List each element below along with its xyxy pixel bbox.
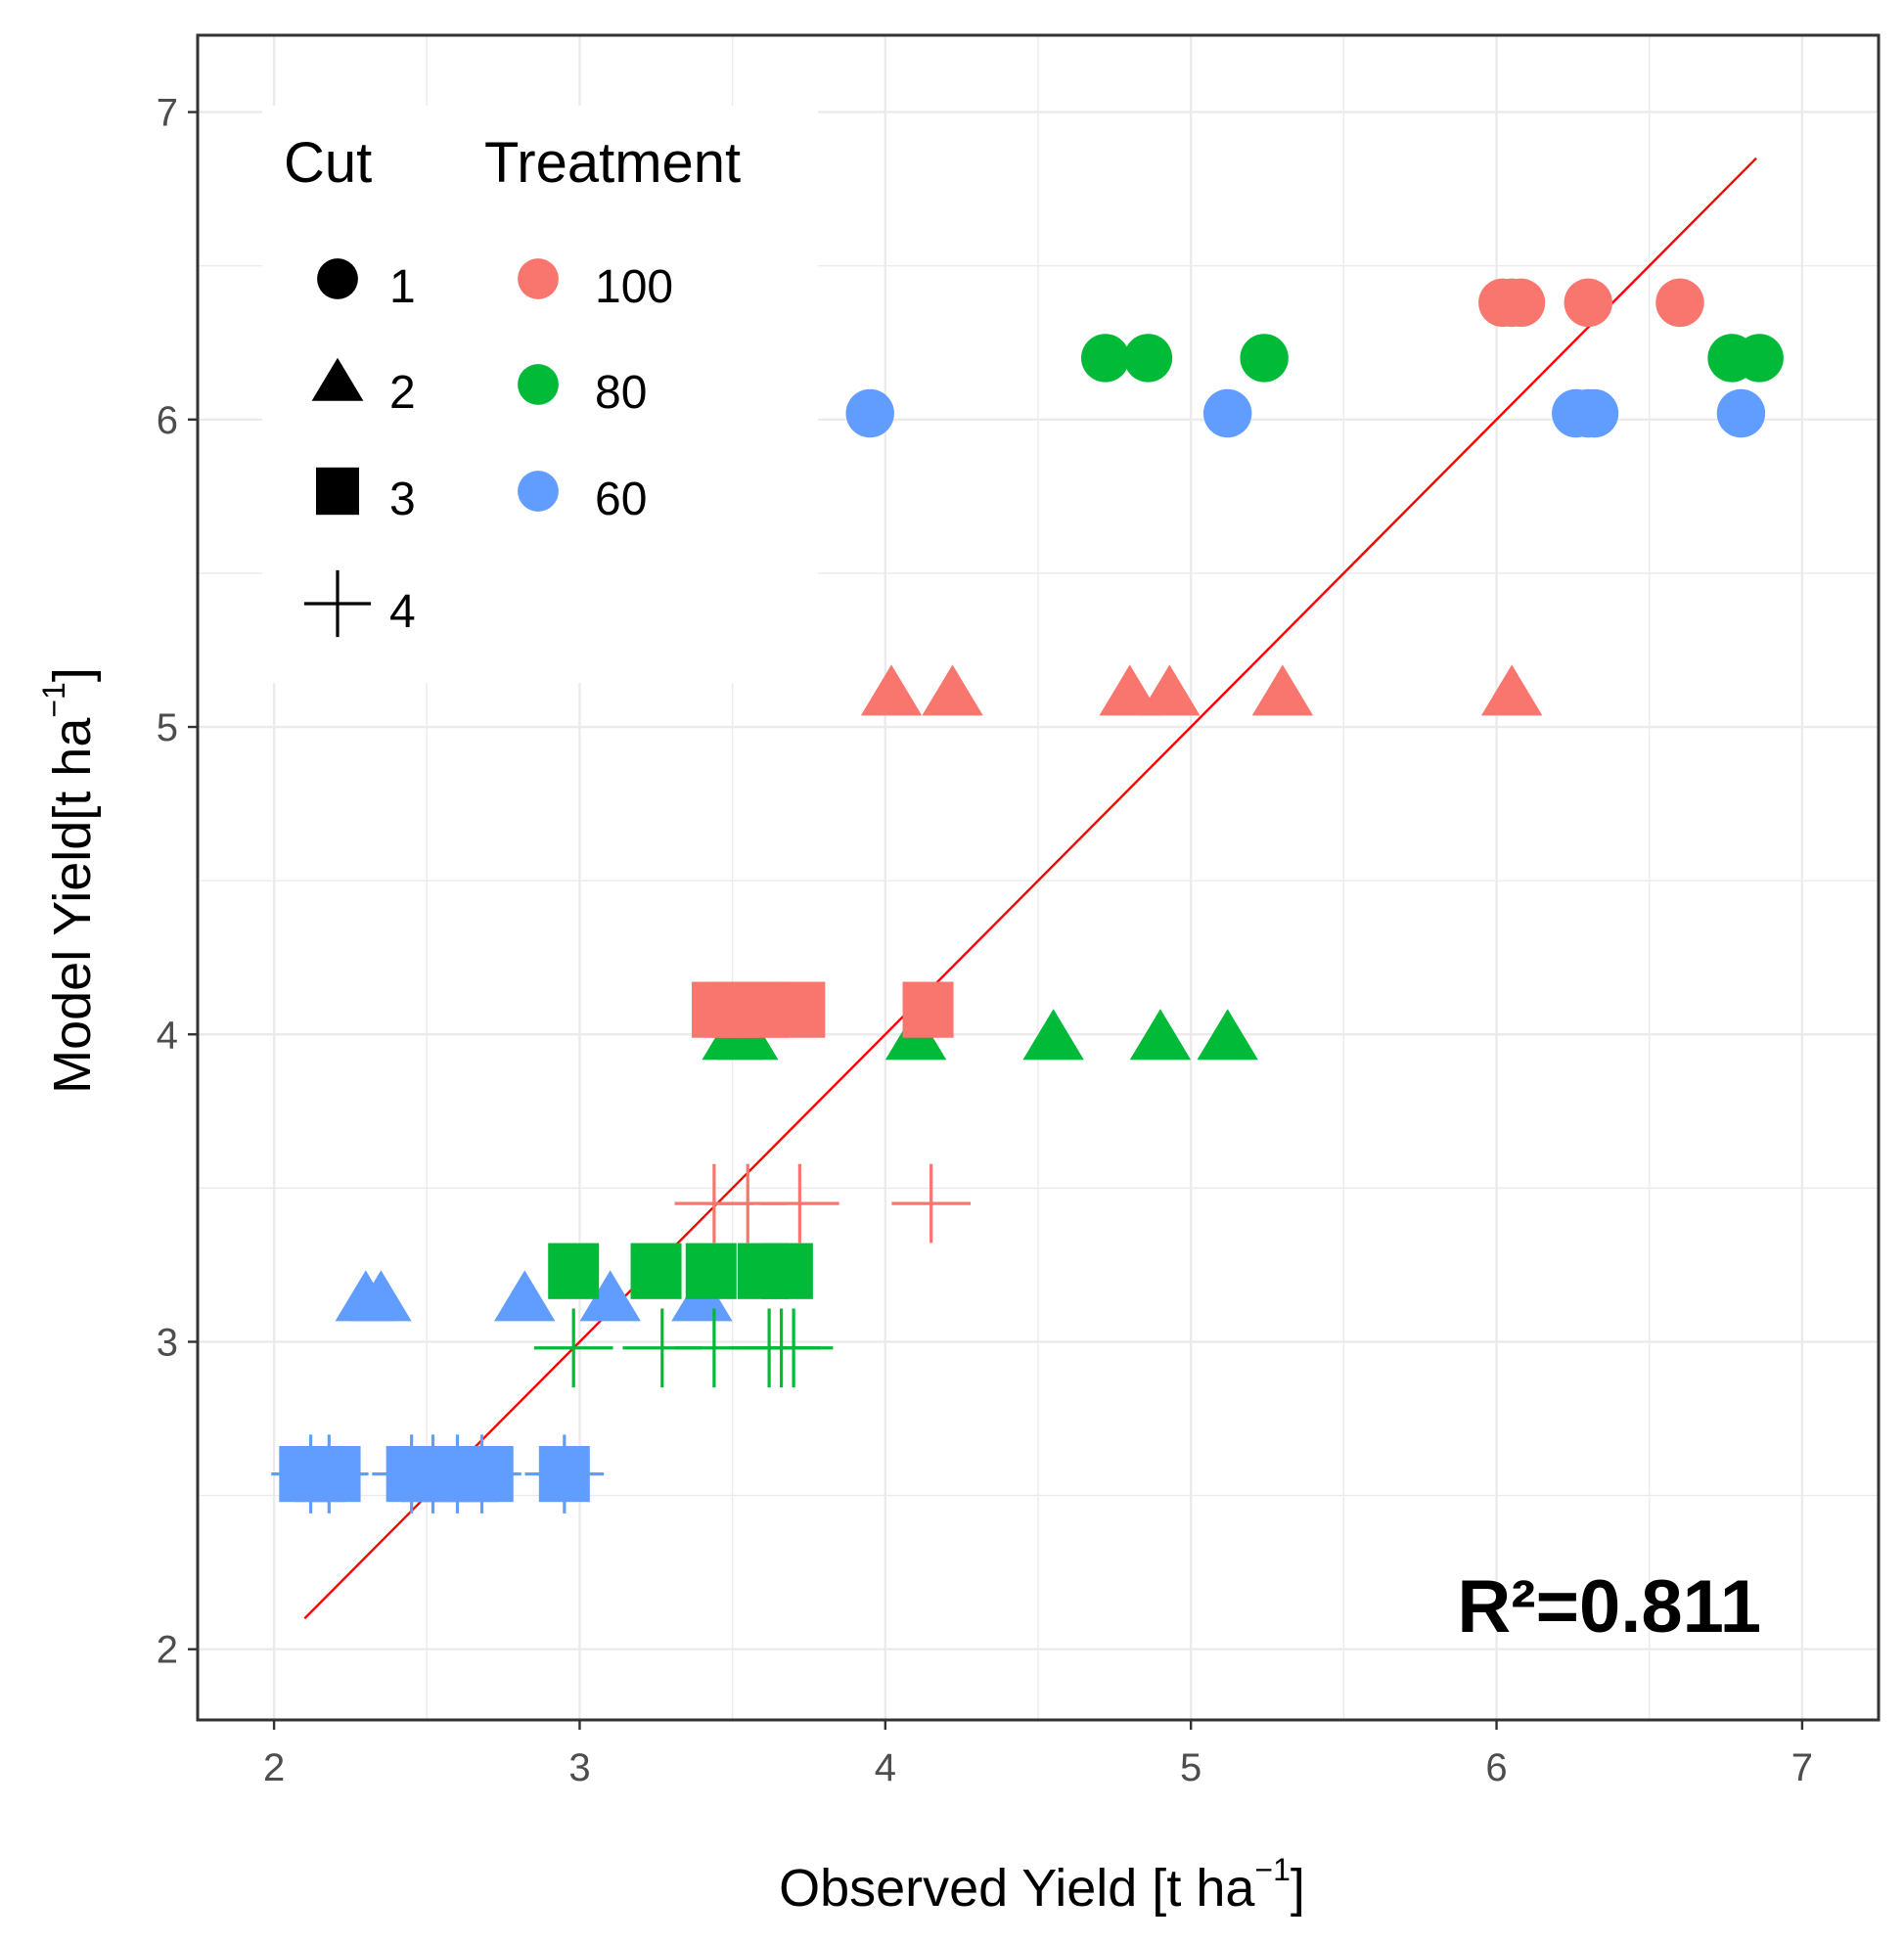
- data-point-circle-60: [1569, 388, 1619, 438]
- r-squared-annotation: R²=0.811: [1457, 1565, 1761, 1649]
- legend-key-plus: [303, 569, 372, 638]
- data-point-circle-100: [1496, 278, 1546, 328]
- legend-treatment-label: 60: [595, 474, 647, 525]
- data-point-triangle-100: [922, 664, 983, 716]
- data-point-circle-100: [1564, 278, 1612, 328]
- legend-cut-label: 3: [389, 474, 416, 525]
- legend-treatment-label: 80: [595, 367, 647, 419]
- series-cut4-treatment80: [533, 1308, 834, 1388]
- legend-key-circle: [518, 364, 559, 405]
- y-axis-title-text: Model Yield[t ha: [43, 717, 102, 1094]
- data-point-square-80: [630, 1243, 682, 1299]
- legend-cut-label: 4: [389, 586, 416, 638]
- x-axis-title-text: Observed Yield [t ha: [779, 1859, 1255, 1918]
- x-tick-label: 2: [263, 1746, 285, 1789]
- y-tick-label: 5: [157, 706, 178, 749]
- series-cut1-treatment100: [1478, 278, 1704, 328]
- legend-treatment-entry-80: 80: [518, 364, 647, 419]
- y-tick-label: 6: [157, 399, 178, 442]
- legend-key-circle: [518, 471, 559, 512]
- series-cut3-treatment80: [548, 1243, 813, 1299]
- x-tick-label: 7: [1791, 1746, 1813, 1789]
- y-axis-title: Model Yield[t ha−1]: [36, 667, 102, 1094]
- x-axis-title-superscript: −1: [1254, 1852, 1290, 1887]
- legend-cut-label: 2: [389, 367, 416, 419]
- y-tick-label: 7: [157, 92, 178, 135]
- data-point-circle-100: [1655, 278, 1704, 328]
- data-point-circle-80: [1735, 334, 1784, 383]
- data-point-triangle-80: [1129, 1009, 1192, 1061]
- fit-line-group: [303, 157, 1757, 1620]
- axes: 2 3 4 5 6 7 2 3 4 5 6 7: [157, 92, 1813, 1789]
- legend-cut-title: Cut: [284, 131, 372, 195]
- series-cut1-treatment60: [845, 388, 1766, 438]
- series-cut1-treatment80: [1081, 334, 1784, 383]
- x-tick-label: 6: [1485, 1746, 1507, 1789]
- data-points: [271, 278, 1784, 1514]
- panel-border: [196, 33, 1881, 1722]
- data-point-circle-60: [1716, 388, 1766, 438]
- x-tick-label: 5: [1180, 1746, 1201, 1789]
- data-point-triangle-60: [350, 1270, 412, 1322]
- legend-cut-entry-1: 1: [317, 258, 416, 313]
- data-point-circle-80: [1081, 334, 1130, 383]
- data-point-triangle-100: [1251, 664, 1314, 716]
- data-point-circle-80: [1123, 334, 1173, 383]
- x-tick-label: 4: [875, 1746, 896, 1789]
- x-axis-title-close: ]: [1291, 1859, 1305, 1918]
- data-point-plus-60: [524, 1434, 605, 1514]
- data-point-square-80: [685, 1243, 737, 1299]
- series-cut2-treatment60: [335, 1270, 733, 1322]
- data-point-square-80: [761, 1243, 813, 1299]
- legend-treatment-label: 100: [595, 261, 673, 313]
- data-point-plus-60: [290, 1434, 369, 1514]
- legend-key-triangle: [311, 357, 364, 401]
- x-tick-label: 3: [568, 1746, 590, 1789]
- legend-treatment-title: Treatment: [484, 131, 741, 195]
- data-point-plus-100: [760, 1163, 839, 1243]
- legend-cut-entry-2: 2: [311, 357, 416, 419]
- legend-key-circle: [317, 258, 358, 299]
- data-point-triangle-100: [1099, 664, 1160, 716]
- data-point-triangle-80: [1197, 1009, 1258, 1061]
- data-point-triangle-100: [1139, 664, 1201, 716]
- data-point-triangle-80: [1022, 1009, 1084, 1061]
- y-tick-label: 4: [157, 1014, 178, 1057]
- data-point-triangle-100: [860, 664, 923, 716]
- data-point-plus-80: [533, 1308, 613, 1388]
- legend-treatment-entry-100: 100: [518, 258, 673, 313]
- legend: Cut Treatment 1 2 3 4 100 80 60: [262, 106, 818, 683]
- series-cut4-treatment100: [674, 1163, 971, 1243]
- y-tick-label: 3: [157, 1321, 178, 1364]
- data-point-triangle-100: [1480, 664, 1543, 716]
- data-point-square-100: [902, 981, 954, 1038]
- y-axis-title-superscript: −1: [36, 682, 71, 717]
- data-point-circle-80: [1240, 334, 1289, 383]
- data-point-plus-60: [442, 1434, 521, 1514]
- data-point-triangle-60: [494, 1270, 556, 1322]
- series-cut3-treatment100: [692, 981, 954, 1038]
- data-point-circle-60: [845, 388, 894, 438]
- legend-key-square: [316, 467, 359, 516]
- data-point-square-80: [548, 1243, 600, 1299]
- fit-line: [303, 157, 1757, 1620]
- series-cut2-treatment100: [860, 664, 1543, 716]
- y-tick-label: 2: [157, 1629, 178, 1672]
- legend-treatment-entry-60: 60: [518, 471, 647, 525]
- x-axis-title: Observed Yield [t ha−1]: [779, 1852, 1305, 1918]
- legend-cut-label: 1: [389, 261, 416, 313]
- legend-cut-entry-3: 3: [316, 467, 416, 525]
- data-point-square-100: [774, 981, 826, 1038]
- data-point-circle-60: [1202, 388, 1252, 438]
- data-point-plus-100: [891, 1163, 971, 1243]
- y-axis-title-close: ]: [43, 667, 102, 682]
- data-point-triangle-60: [579, 1270, 641, 1322]
- series-cut4-treatment60: [271, 1434, 605, 1514]
- data-point-plus-80: [753, 1308, 834, 1388]
- legend-key-circle: [518, 258, 559, 299]
- legend-cut-entry-4: 4: [303, 569, 416, 638]
